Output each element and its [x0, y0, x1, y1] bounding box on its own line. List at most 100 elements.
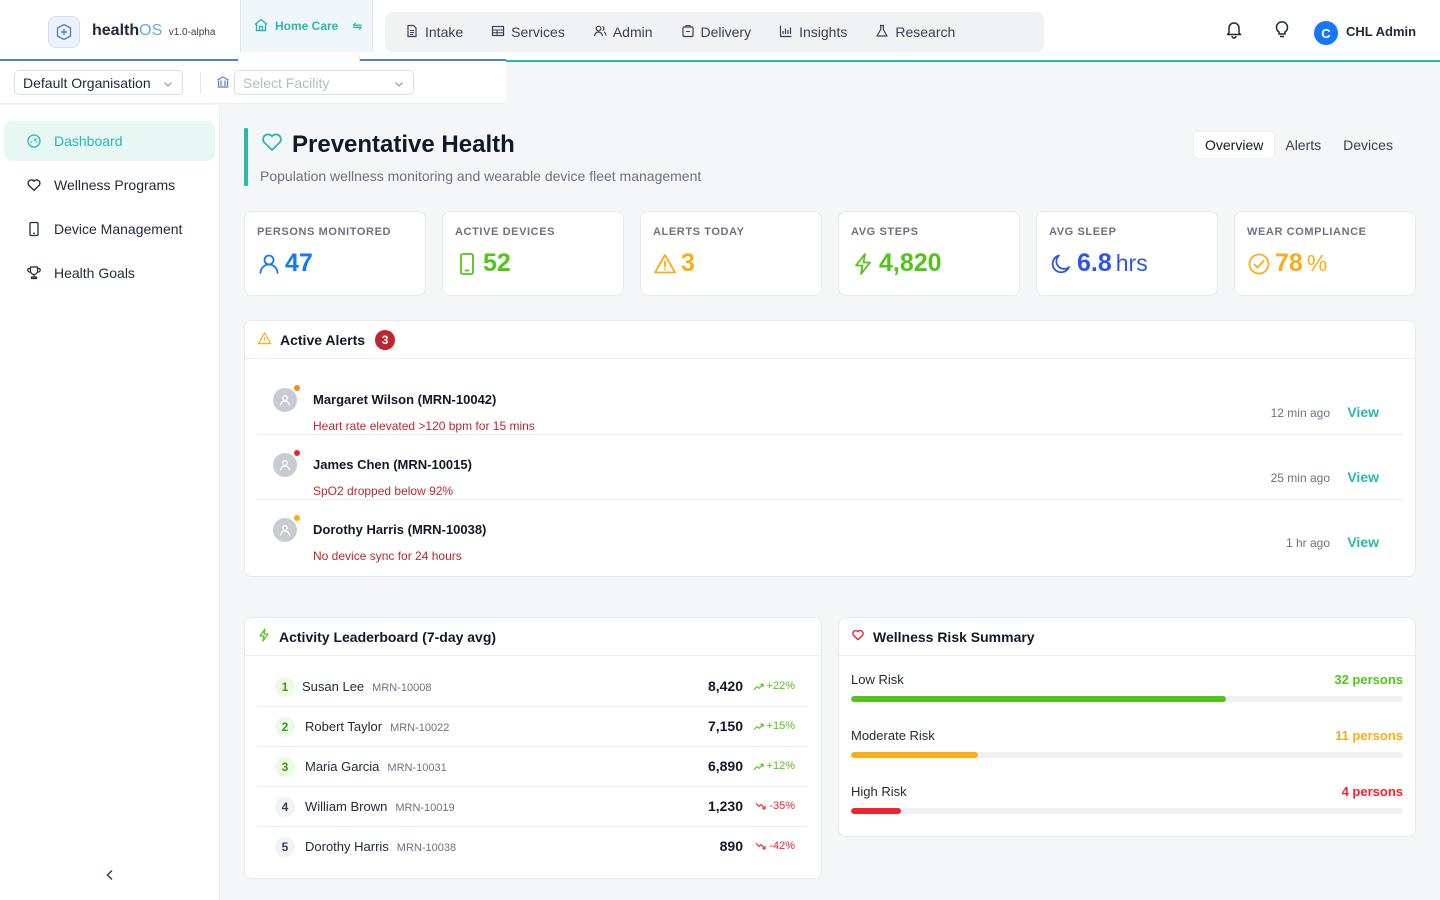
leaderboard-person: Robert Taylor MRN-10022 [305, 719, 449, 734]
nav-item-label: Delivery [700, 24, 752, 40]
nav-item-admin[interactable]: Admin [579, 16, 667, 48]
wellness-risk-header: Wellness Risk Summary [839, 618, 1415, 656]
sidebar-item-health-goals[interactable]: Health Goals [4, 253, 215, 293]
stat-value: 47 [285, 249, 313, 277]
leaderboard-row: 3 Maria Garcia MRN-10031 6,890 +12% [257, 747, 809, 787]
active-alerts-title: Active Alerts [280, 331, 366, 348]
sidebar-item-device-management[interactable]: Device Management [4, 209, 215, 249]
risk-progress-track [851, 808, 1403, 814]
person-mrn: MRN-10008 [372, 682, 432, 694]
nav-item-delivery[interactable]: Delivery [667, 16, 766, 48]
rank-badge: 5 [275, 837, 295, 857]
leaderboard-row: 1 Susan Lee MRN-10008 8,420 +22% [257, 667, 809, 707]
stat-label: PERSONS MONITORED [257, 226, 392, 238]
leaderboard-row: 2 Robert Taylor MRN-10022 7,150 +15% [257, 707, 809, 747]
package-icon [681, 24, 695, 41]
trend-up-icon [753, 721, 764, 732]
lightbulb-icon[interactable] [1272, 19, 1292, 44]
stat-card-persons-monitored: PERSONS MONITORED 47 [244, 211, 426, 296]
person-name: William Brown [305, 799, 388, 814]
alert-message: Heart rate elevated >120 bpm for 15 mins [313, 419, 535, 433]
risk-count: 4 persons [1341, 784, 1403, 799]
trend-down-icon [755, 801, 766, 812]
risk-row-high-risk: High Risk 4 persons [851, 784, 1403, 832]
trend-value: +22% [766, 680, 795, 692]
stat-card-wear-compliance: WEAR COMPLIANCE 78% [1234, 211, 1416, 296]
alert-time: 12 min ago [1270, 406, 1330, 420]
sidebar-item-wellness-programs[interactable]: Wellness Programs [4, 165, 215, 205]
nav-item-intake[interactable]: Intake [391, 16, 477, 48]
alert-message: SpO2 dropped below 92% [313, 484, 454, 498]
heart-icon [26, 177, 42, 193]
trend-up-icon [753, 681, 764, 692]
nav-item-research[interactable]: Research [861, 16, 969, 48]
warning-icon [257, 331, 272, 349]
nav-item-label: Admin [612, 24, 653, 40]
stat-label: AVG SLEEP [1049, 226, 1117, 238]
active-alerts-header: Active Alerts 3 [245, 321, 1415, 359]
leaderboard-row: 4 William Brown MRN-10019 1,230 -35% [257, 787, 809, 827]
alert-status-dot [294, 385, 300, 391]
organisation-select[interactable]: Default Organisation [14, 70, 183, 95]
sidebar-item-dashboard[interactable]: Dashboard [4, 121, 215, 161]
tab-alerts[interactable]: Alerts [1285, 137, 1322, 153]
collapse-sidebar-icon[interactable] [100, 865, 120, 885]
page-title: Preventative Health [292, 130, 515, 158]
stat-label: ALERTS TODAY [653, 226, 745, 238]
sidebar-item-label: Dashboard [54, 133, 123, 149]
user-name[interactable]: CHL Admin [1346, 24, 1417, 39]
alert-view-link[interactable]: View [1347, 469, 1379, 485]
trend-indicator: +15% [753, 720, 795, 732]
risk-progress-fill [851, 808, 901, 814]
tab-devices[interactable]: Devices [1343, 137, 1393, 153]
steps-value: 7,150 [707, 718, 743, 734]
bolt-icon [257, 628, 271, 645]
notification-bell-icon[interactable] [1224, 19, 1244, 44]
trend-up-icon [753, 761, 764, 772]
sidebar: Dashboard Wellness Programs Device Managem… [0, 105, 220, 900]
user-avatar[interactable]: C [1314, 21, 1338, 45]
activity-leaderboard-card: Activity Leaderboard (7-day avg) 1 Susan … [244, 617, 822, 879]
stat-label: WEAR COMPLIANCE [1247, 226, 1367, 238]
tab-overview[interactable]: Overview [1194, 132, 1275, 158]
stat-label: AVG STEPS [851, 226, 919, 238]
nav-item-services[interactable]: Services [477, 16, 579, 48]
module-switch-button[interactable]: Home Care ⇋ [240, 0, 373, 52]
risk-label: Low Risk [851, 672, 904, 687]
grid-icon [491, 24, 505, 41]
stat-card-avg-steps: AVG STEPS 4,820 [838, 211, 1020, 296]
bolt-icon [851, 252, 875, 276]
chevron-down-icon [162, 77, 174, 93]
trophy-icon [26, 265, 42, 281]
alert-view-link[interactable]: View [1347, 404, 1379, 420]
alert-view-link[interactable]: View [1347, 534, 1379, 550]
trend-value: +15% [766, 720, 795, 732]
organisation-select-value: Default Organisation [23, 74, 151, 91]
leaderboard-person: Dorothy Harris MRN-10038 [305, 839, 456, 854]
person-mrn: MRN-10019 [395, 802, 455, 814]
person-mrn: MRN-10022 [390, 722, 450, 734]
person-mrn: MRN-10038 [396, 842, 457, 854]
app-logo-icon[interactable] [48, 16, 80, 48]
risk-progress-track [851, 696, 1403, 702]
avatar [273, 453, 297, 477]
rank-badge: 3 [275, 757, 295, 777]
risk-row-moderate-risk: Moderate Risk 11 persons [851, 728, 1403, 776]
sidebar-item-label: Device Management [54, 221, 183, 237]
leaderboard-row: 5 Dorothy Harris MRN-10038 890 -42% [257, 827, 809, 867]
risk-row-low-risk: Low Risk 32 persons [851, 672, 1403, 720]
alert-time: 25 min ago [1270, 471, 1330, 485]
alert-person-name: James Chen (MRN-10015) [313, 457, 472, 472]
avatar [273, 388, 297, 412]
flask-icon [875, 24, 889, 41]
risk-label: Moderate Risk [851, 728, 935, 743]
heart-icon [260, 130, 284, 159]
heart-icon [851, 628, 865, 645]
nav-item-insights[interactable]: Insights [765, 16, 861, 48]
phone-icon [26, 221, 42, 237]
facility-select[interactable]: Select Facility [234, 70, 414, 95]
stat-value-group: 4,820 [851, 249, 942, 278]
wellness-risk-title: Wellness Risk Summary [873, 628, 1035, 645]
stat-value-group: 78% [1247, 249, 1327, 278]
trend-value: -35% [769, 800, 795, 812]
